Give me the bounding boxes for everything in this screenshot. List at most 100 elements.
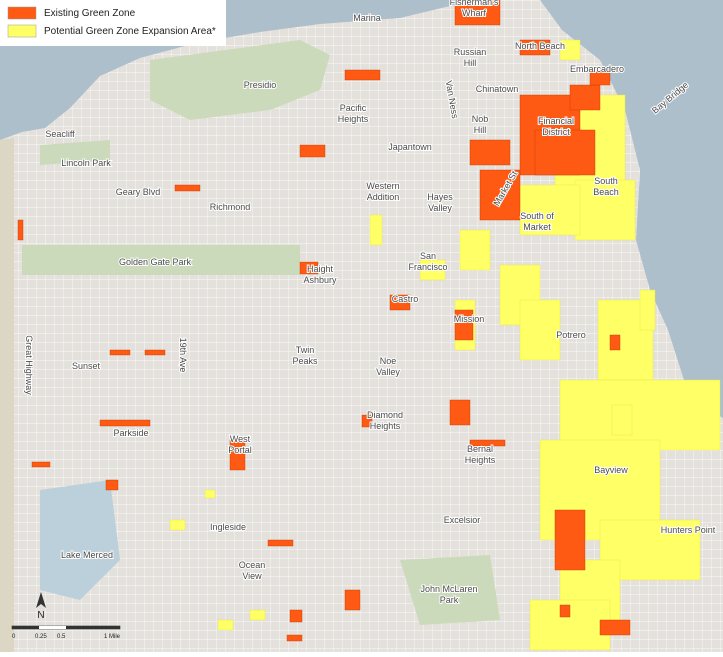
- expansion-area: [574, 179, 636, 241]
- north-label: N: [37, 610, 44, 621]
- green-zone: [519, 39, 551, 56]
- expansion-area: [559, 39, 581, 61]
- place-label: District: [542, 127, 570, 137]
- legend: Existing Green Zone Potential Green Zone …: [7, 6, 216, 38]
- labels: MarinaFisherman'sWharfPresidioRussianHil…: [23, 0, 717, 606]
- scale-label: 0.25: [35, 634, 47, 640]
- place-label: View: [242, 571, 262, 581]
- place-label: Valley: [376, 367, 400, 377]
- beach: [0, 138, 14, 652]
- green-zone: [17, 219, 24, 241]
- place-label: Chinatown: [476, 84, 519, 94]
- place-label: Heights: [465, 455, 496, 465]
- expansion-area: [639, 289, 656, 331]
- place-label: Embarcadero: [570, 64, 624, 74]
- zones: [17, 0, 721, 651]
- green-zone: [99, 419, 151, 427]
- place-label: Richmond: [210, 202, 251, 212]
- place-label: Golden Gate Park: [119, 257, 192, 267]
- park: [400, 555, 500, 625]
- scale-label: 0: [12, 634, 16, 640]
- place-label: Haight: [307, 264, 334, 274]
- green-zone: [267, 539, 294, 547]
- place-label: Noe: [380, 356, 397, 366]
- green-zone: [229, 439, 246, 471]
- place-label: Potrero: [556, 330, 586, 340]
- green-zone: [609, 334, 621, 351]
- expansion-area: [611, 404, 633, 436]
- green-zone: [105, 479, 119, 491]
- green-zone: [469, 139, 511, 166]
- park: [22, 245, 300, 275]
- green-zone: [144, 349, 166, 356]
- place-label: Hayes: [427, 192, 453, 202]
- place-label: Lake Merced: [61, 550, 113, 560]
- expansion-area: [419, 259, 446, 281]
- place-label: Ingleside: [210, 522, 246, 532]
- scale-bar-segment: [12, 626, 39, 629]
- place-label: Market: [523, 222, 551, 232]
- expansion-area: [204, 489, 216, 499]
- place-label: Peaks: [292, 356, 318, 366]
- place-label: Financial: [538, 116, 574, 126]
- expansion-area: [519, 299, 561, 361]
- place-label: Diamond: [367, 410, 403, 420]
- green-zone: [174, 184, 201, 192]
- green-zone: [469, 439, 506, 447]
- place-label: Hill: [464, 58, 477, 68]
- green-zone: [479, 169, 521, 221]
- green-zone: [589, 69, 611, 86]
- place-label: Valley: [428, 203, 452, 213]
- green-zone: [534, 129, 596, 176]
- scale-bar-segment: [66, 626, 120, 629]
- expansion-area: [249, 609, 266, 621]
- green-zone: [361, 414, 373, 428]
- place-label: South: [594, 176, 618, 186]
- place-label: Presidio: [244, 80, 277, 90]
- place-label: Wharf: [462, 8, 487, 18]
- place-label: Seacliff: [45, 129, 75, 139]
- green-zone: [289, 609, 303, 623]
- legend-label: Potential Green Zone Expansion Area*: [44, 26, 216, 37]
- expansion-area: [217, 619, 234, 631]
- green-zone: [449, 399, 471, 426]
- green-zone: [599, 619, 631, 636]
- green-zone: [344, 69, 381, 81]
- place-label: Western: [366, 181, 399, 191]
- place-label: Excelsior: [444, 515, 481, 525]
- green-zone: [299, 144, 326, 158]
- place-label: Heights: [338, 114, 369, 124]
- place-label: John McLaren: [420, 584, 477, 594]
- place-label: Russian: [454, 47, 487, 57]
- place-label: 19th Ave: [178, 338, 188, 373]
- legend-box: [0, 0, 226, 46]
- green-zone: [31, 461, 51, 468]
- green-zone: [559, 604, 571, 618]
- place-label: Ocean: [239, 560, 266, 570]
- scale-labels: 0 0.25 0.5 1 Mile: [12, 634, 121, 640]
- place-label: Hill: [474, 125, 487, 135]
- park: [40, 140, 110, 165]
- place-label: Marina: [353, 13, 381, 23]
- place-label: North Beach: [515, 41, 565, 51]
- green-zone: [569, 84, 601, 111]
- green-zone: [109, 349, 131, 356]
- place-label: Nob: [472, 114, 489, 124]
- place-label: Fisherman's: [450, 0, 499, 7]
- green-zone: [554, 509, 586, 571]
- green-zone: [454, 0, 501, 26]
- scale-bar: [11, 625, 121, 630]
- place-label: Lincoln Park: [61, 158, 111, 168]
- green-zone: [389, 294, 411, 311]
- place-label: Ashbury: [303, 275, 337, 285]
- green-zone: [344, 589, 361, 611]
- place-label: Hunters Point: [661, 525, 716, 535]
- scale-label: 0.5: [57, 634, 66, 640]
- place-label: Beach: [593, 187, 619, 197]
- place-label: Pacific: [340, 103, 367, 113]
- arrow: [36, 592, 46, 608]
- place-label: San: [420, 251, 436, 261]
- expansion-area: [559, 379, 721, 451]
- place-label: Parkside: [113, 428, 148, 438]
